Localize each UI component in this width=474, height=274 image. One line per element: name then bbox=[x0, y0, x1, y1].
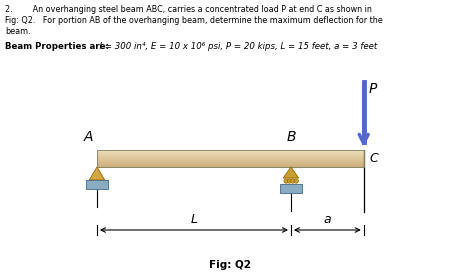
Bar bbox=[97, 156, 364, 157]
Text: A: A bbox=[83, 130, 93, 144]
Bar bbox=[97, 162, 364, 163]
Bar bbox=[97, 156, 364, 157]
Text: a: a bbox=[324, 213, 331, 226]
Bar bbox=[97, 164, 364, 165]
Bar bbox=[97, 150, 364, 167]
Bar bbox=[97, 153, 364, 155]
Bar bbox=[97, 157, 364, 158]
Bar bbox=[97, 151, 364, 152]
Bar bbox=[97, 159, 364, 160]
Bar bbox=[97, 154, 364, 155]
Bar bbox=[97, 150, 364, 151]
Bar bbox=[97, 155, 364, 156]
Bar bbox=[97, 163, 364, 164]
Bar bbox=[97, 165, 364, 166]
Text: I = 300 in⁴, E = 10 x 10⁶ psi, P = 20 kips, L = 15 feet, a = 3 feet: I = 300 in⁴, E = 10 x 10⁶ psi, P = 20 ki… bbox=[94, 42, 377, 51]
Bar bbox=[97, 160, 364, 161]
Bar bbox=[97, 158, 364, 159]
Text: 2.        An overhanging steel beam ABC, carries a concentrated load P at end C : 2. An overhanging steel beam ABC, carrie… bbox=[5, 5, 372, 14]
Circle shape bbox=[294, 179, 299, 183]
Bar bbox=[97, 165, 364, 166]
Bar bbox=[97, 166, 364, 167]
Bar bbox=[97, 152, 364, 153]
Circle shape bbox=[287, 179, 292, 183]
Bar bbox=[97, 155, 364, 156]
Circle shape bbox=[284, 179, 288, 183]
Text: Fig: Q2: Fig: Q2 bbox=[209, 260, 251, 270]
Text: beam.: beam. bbox=[5, 27, 30, 36]
Circle shape bbox=[291, 179, 295, 183]
Bar bbox=[280, 184, 301, 193]
Bar bbox=[97, 162, 364, 164]
Bar bbox=[97, 157, 364, 158]
Text: Fig: Q2.   For portion AB of the overhanging beam, determine the maximum deflect: Fig: Q2. For portion AB of the overhangi… bbox=[5, 16, 383, 25]
Bar bbox=[97, 166, 364, 167]
Polygon shape bbox=[89, 167, 105, 180]
Bar bbox=[97, 153, 364, 154]
Text: Beam Properties are:: Beam Properties are: bbox=[5, 42, 109, 51]
Bar bbox=[97, 164, 364, 165]
Text: C: C bbox=[370, 152, 378, 165]
Bar bbox=[97, 152, 364, 153]
Bar bbox=[86, 180, 108, 189]
Bar bbox=[97, 158, 364, 159]
Bar bbox=[97, 160, 364, 161]
Text: L: L bbox=[191, 213, 198, 226]
Bar bbox=[97, 161, 364, 162]
Text: P: P bbox=[369, 82, 377, 96]
Text: B: B bbox=[286, 130, 296, 144]
Bar bbox=[97, 151, 364, 152]
Bar bbox=[97, 161, 364, 162]
Polygon shape bbox=[283, 167, 299, 178]
